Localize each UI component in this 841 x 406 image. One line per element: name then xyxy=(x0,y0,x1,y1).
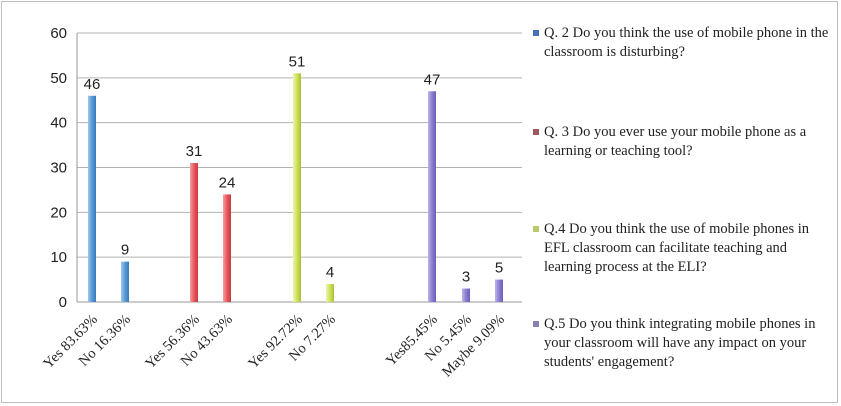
bar xyxy=(88,95,96,303)
y-axis-ticks: 0 10 20 30 40 50 60 xyxy=(50,25,67,311)
value-label: 51 xyxy=(289,53,306,70)
legend-label-q2: Q. 2 Do you think the use of mobile phon… xyxy=(544,25,829,60)
legend-item-q4: Q.4 Do you think the use of mobile phone… xyxy=(533,220,833,277)
y-tick-label: 0 xyxy=(59,294,67,311)
y-tick-label: 40 xyxy=(50,115,67,132)
legend-label-q3: Q. 3 Do you ever use your mobile phone a… xyxy=(544,124,807,159)
legend-swatch-q5 xyxy=(533,321,539,327)
y-tick-label: 60 xyxy=(50,25,67,42)
value-label: 46 xyxy=(84,76,101,93)
bar xyxy=(121,261,129,302)
bar xyxy=(495,279,503,302)
value-label: 24 xyxy=(219,174,236,191)
bar xyxy=(462,288,470,302)
value-label: 31 xyxy=(186,143,203,160)
y-tick-label: 20 xyxy=(50,204,67,221)
legend-item-q5: Q.5 Do you think integrating mobile phon… xyxy=(533,315,833,372)
legend-label-q5: Q.5 Do you think integrating mobile phon… xyxy=(544,316,816,370)
bar xyxy=(190,163,198,302)
legend-label-q4: Q.4 Do you think the use of mobile phone… xyxy=(544,221,810,275)
bar xyxy=(326,284,334,302)
bars xyxy=(88,73,503,303)
value-label: 9 xyxy=(121,242,129,259)
value-label: 3 xyxy=(462,269,470,286)
bar xyxy=(428,91,436,303)
value-label: 5 xyxy=(495,260,503,277)
value-label: 4 xyxy=(326,264,334,281)
value-labels: 46 9 31 24 51 4 47 3 5 xyxy=(84,53,504,285)
legend-swatch-q2 xyxy=(533,30,539,36)
y-tick-label: 30 xyxy=(50,160,67,177)
x-axis-labels: Yes 83.63%No 16.36% Yes 56.36%No 43.63% Ye… xyxy=(40,312,507,381)
bar xyxy=(223,194,231,302)
legend-swatch-q3 xyxy=(533,129,539,135)
y-tick-label: 50 xyxy=(50,70,67,87)
value-label: 47 xyxy=(424,71,441,88)
y-tick-label: 10 xyxy=(50,249,67,266)
legend-item-q3: Q. 3 Do you ever use your mobile phone a… xyxy=(533,123,833,161)
legend-item-q2: Q. 2 Do you think the use of mobile phon… xyxy=(533,24,833,62)
bar xyxy=(293,73,301,302)
legend-swatch-q4 xyxy=(533,226,539,232)
